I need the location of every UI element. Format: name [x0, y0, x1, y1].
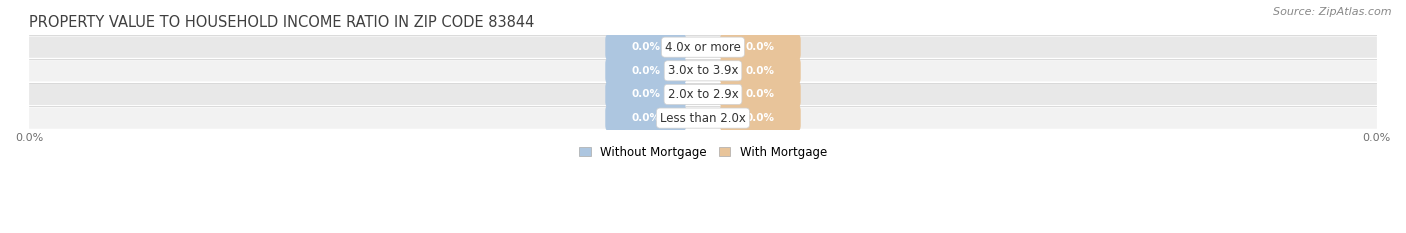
Legend: Without Mortgage, With Mortgage: Without Mortgage, With Mortgage — [574, 141, 832, 164]
Text: Less than 2.0x: Less than 2.0x — [659, 112, 747, 125]
Text: 0.0%: 0.0% — [745, 66, 775, 76]
FancyBboxPatch shape — [606, 58, 686, 84]
FancyBboxPatch shape — [606, 105, 686, 131]
Text: 0.0%: 0.0% — [631, 66, 661, 76]
FancyBboxPatch shape — [720, 105, 800, 131]
Text: 0.0%: 0.0% — [631, 89, 661, 99]
FancyBboxPatch shape — [720, 58, 800, 84]
Text: 3.0x to 3.9x: 3.0x to 3.9x — [668, 64, 738, 77]
Text: 0.0%: 0.0% — [745, 42, 775, 52]
FancyBboxPatch shape — [720, 82, 800, 107]
Text: PROPERTY VALUE TO HOUSEHOLD INCOME RATIO IN ZIP CODE 83844: PROPERTY VALUE TO HOUSEHOLD INCOME RATIO… — [30, 15, 534, 30]
FancyBboxPatch shape — [30, 107, 1376, 129]
Text: 0.0%: 0.0% — [745, 113, 775, 123]
Text: 0.0%: 0.0% — [631, 113, 661, 123]
Text: Source: ZipAtlas.com: Source: ZipAtlas.com — [1274, 7, 1392, 17]
Text: 0.0%: 0.0% — [631, 42, 661, 52]
FancyBboxPatch shape — [606, 34, 686, 60]
FancyBboxPatch shape — [30, 84, 1376, 105]
Text: 0.0%: 0.0% — [745, 89, 775, 99]
FancyBboxPatch shape — [720, 34, 800, 60]
FancyBboxPatch shape — [30, 37, 1376, 58]
Text: 4.0x or more: 4.0x or more — [665, 41, 741, 54]
FancyBboxPatch shape — [606, 82, 686, 107]
Text: 2.0x to 2.9x: 2.0x to 2.9x — [668, 88, 738, 101]
FancyBboxPatch shape — [30, 60, 1376, 82]
